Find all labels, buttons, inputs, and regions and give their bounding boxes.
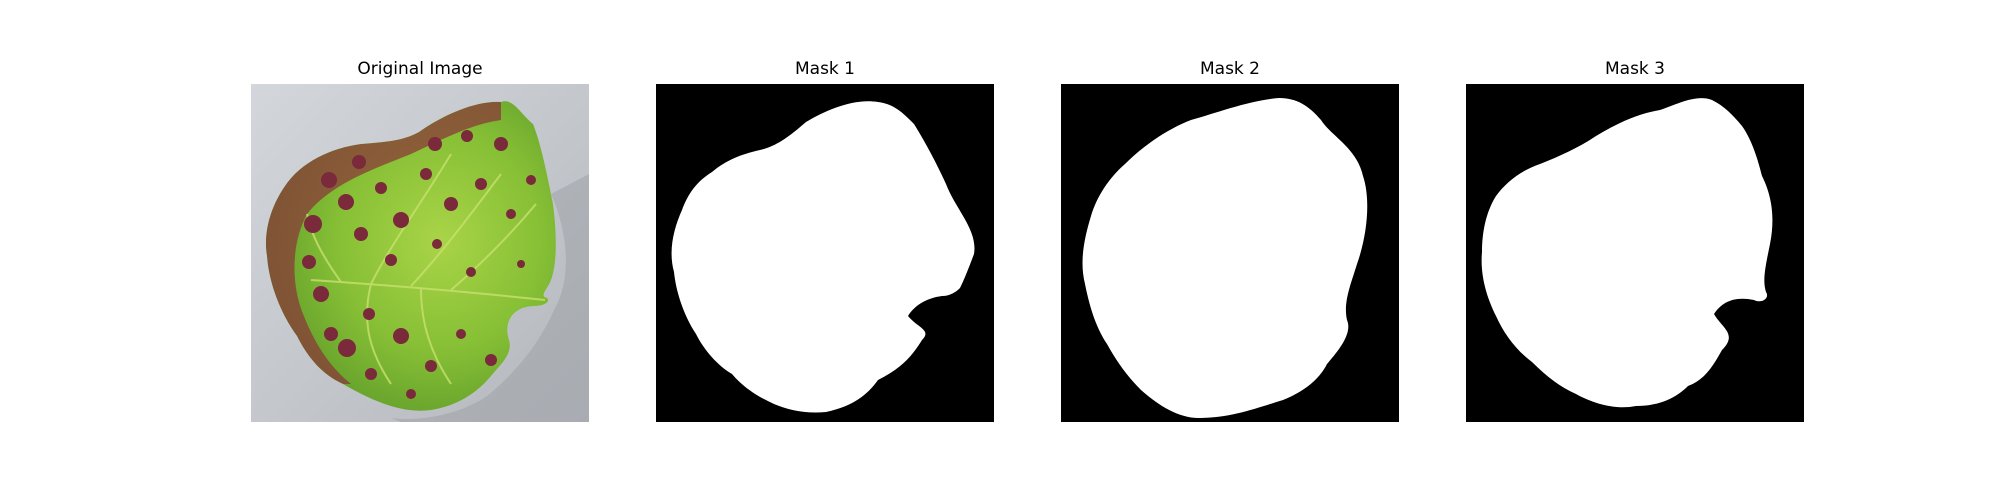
panel-mask-2: Mask 2 [1061, 58, 1399, 422]
leaf-photo [251, 84, 589, 422]
panel-title: Mask 1 [794, 59, 855, 79]
panel-title: Original Image [357, 59, 483, 79]
mask-3-image [1466, 84, 1804, 422]
panel-title: Mask 2 [1199, 59, 1260, 79]
mask-2-image [1061, 84, 1399, 422]
panel-title: Mask 3 [1604, 59, 1665, 79]
mask-1-image [656, 84, 994, 422]
panel-mask-1: Mask 1 [656, 58, 994, 422]
panel-mask-3: Mask 3 [1466, 58, 1804, 422]
panel-original-image: Original Image [251, 58, 589, 422]
